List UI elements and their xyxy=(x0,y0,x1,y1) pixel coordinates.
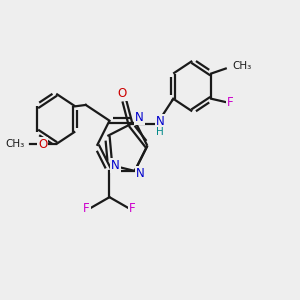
Text: O: O xyxy=(38,138,47,151)
Text: N: N xyxy=(135,111,144,124)
Text: N: N xyxy=(136,167,144,180)
Text: F: F xyxy=(83,202,90,215)
Text: H: H xyxy=(156,127,164,137)
Text: F: F xyxy=(129,202,136,215)
Text: N: N xyxy=(111,159,120,172)
Text: CH₃: CH₃ xyxy=(232,61,251,71)
Text: O: O xyxy=(118,87,127,100)
Text: N: N xyxy=(156,115,165,128)
Text: F: F xyxy=(227,95,234,109)
Text: CH₃: CH₃ xyxy=(5,139,24,149)
